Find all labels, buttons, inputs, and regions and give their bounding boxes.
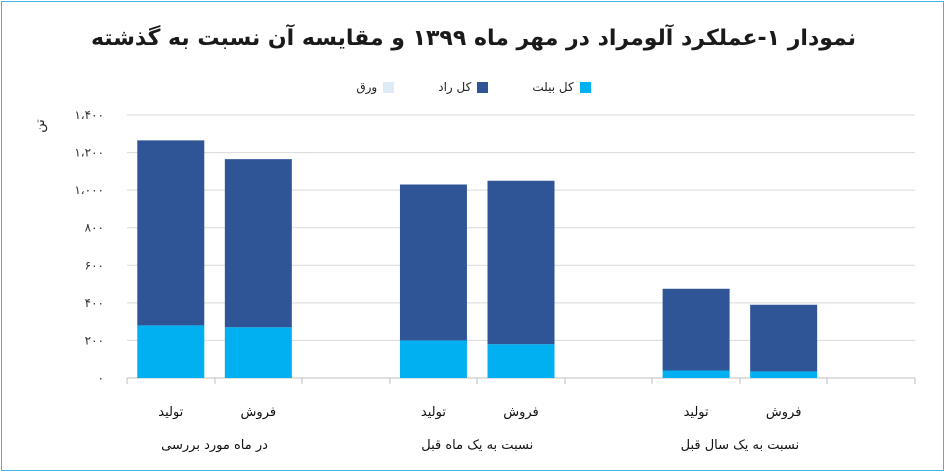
legend-swatch xyxy=(383,81,395,93)
legend-label: ورق xyxy=(356,80,378,94)
legend-label: کل بیلت xyxy=(532,80,574,94)
bar-segment xyxy=(224,327,292,378)
x-category-label: فروش xyxy=(241,405,277,420)
bar-segment xyxy=(750,371,818,378)
x-category-label: تولید xyxy=(158,405,183,420)
legend-item: کل راد xyxy=(438,77,489,97)
bar-segment xyxy=(487,344,555,378)
legend-item: ورق xyxy=(356,77,395,97)
x-category-label: تولید xyxy=(684,405,709,420)
bar-segment xyxy=(750,304,818,372)
bar-segment xyxy=(224,159,292,328)
legend-label: کل راد xyxy=(438,80,472,94)
y-axis-label: تن xyxy=(33,119,48,133)
y-tick-label: ۱،۰۰۰ xyxy=(74,183,104,197)
bar-segment xyxy=(487,180,555,345)
y-tick-label: ۶۰۰ xyxy=(85,258,104,272)
y-tick-label: ۰ xyxy=(98,371,104,385)
chart-legend: کل بیلت کل راد ورق xyxy=(0,77,947,97)
x-group-label: در ماه مورد بررسی xyxy=(161,438,268,453)
x-group-label: نسبت به یک ماه قبل xyxy=(421,438,533,453)
bar-segment xyxy=(137,140,205,326)
x-category-label: تولید xyxy=(421,405,446,420)
x-group-label: نسبت به یک سال قبل xyxy=(681,438,800,453)
y-tick-label: ۱،۲۰۰ xyxy=(74,146,104,160)
y-tick-label: ۸۰۰ xyxy=(85,221,104,235)
y-tick-label: ۱،۴۰۰ xyxy=(74,108,104,122)
x-category-label: فروش xyxy=(503,405,539,420)
legend-item: کل بیلت xyxy=(532,77,591,97)
legend-swatch xyxy=(579,81,591,93)
bar-segment xyxy=(662,370,730,378)
y-tick-label: ۴۰۰ xyxy=(85,296,104,310)
x-category-label: فروش xyxy=(766,405,802,420)
legend-swatch xyxy=(477,81,489,93)
bar-segment xyxy=(399,340,467,378)
y-tick-label: ۲۰۰ xyxy=(85,333,104,347)
bar-segment xyxy=(399,184,467,341)
chart-title: نمودار ۱-عملکرد آلومراد در مهر ماه ۱۳۹۹ … xyxy=(90,26,857,51)
bar-segment xyxy=(662,288,730,371)
bar-segment xyxy=(137,325,205,378)
